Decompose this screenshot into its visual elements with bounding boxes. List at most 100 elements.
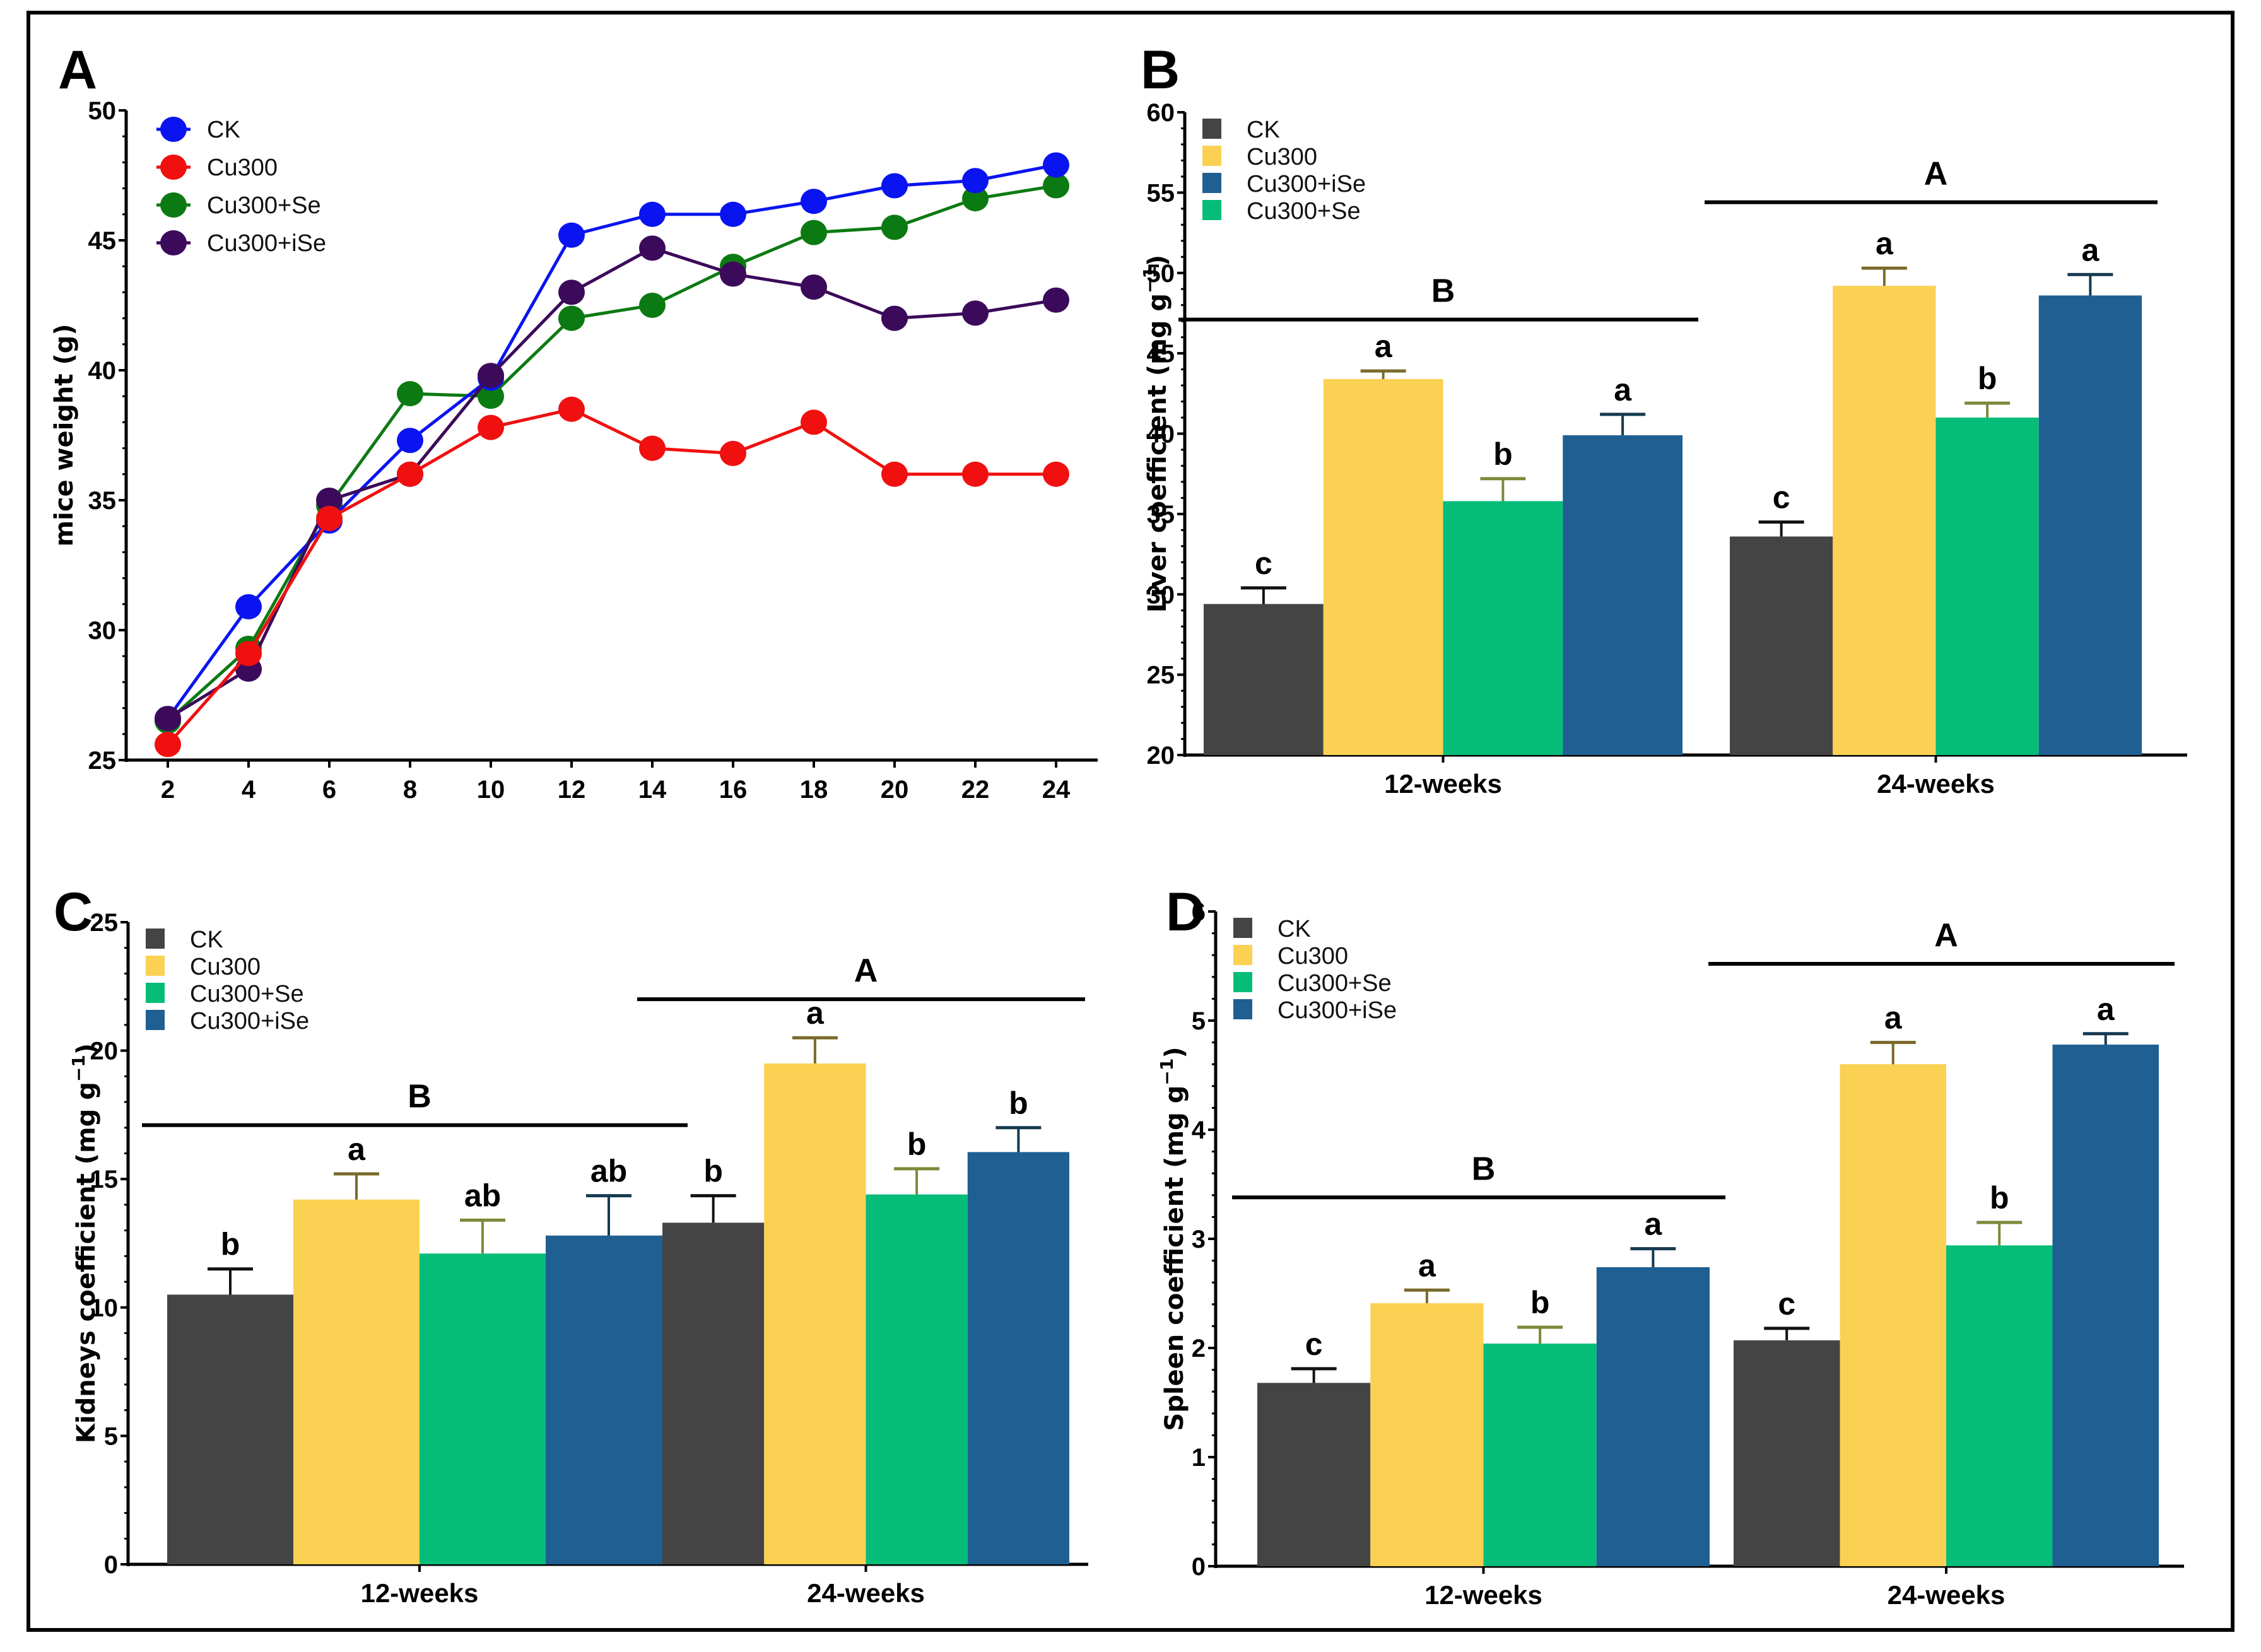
bar (167, 1294, 293, 1564)
series-line (167, 407, 1056, 746)
y-tick-label: 45 (88, 227, 117, 255)
legend-label: Cu300+iSe (207, 230, 326, 257)
y-axis-C: 0 5 10 15 20 25 Kidneys coefficient (mg g−1) (68, 909, 130, 1579)
significance-letter: a (806, 995, 825, 1031)
legend-swatch (1233, 999, 1252, 1019)
data-point (1043, 152, 1069, 178)
legend-label: Cu300+Se (1277, 970, 1392, 997)
significance-letter: b (1990, 1180, 2009, 1216)
significance-letter: b (703, 1154, 723, 1189)
y-tick-label: 45 (1147, 340, 1175, 368)
data-point (558, 305, 585, 331)
group-letter: A (1924, 156, 1948, 192)
significance-letter: a (1375, 329, 1393, 364)
legend-marker (160, 230, 187, 255)
y-axis-title: Spleen coefficient (mg g−1) (1156, 1046, 1189, 1431)
y-axis-D: 0 1 2 3 4 5 6 Spleen coefficient (mg g−1) (1156, 898, 1218, 1581)
x-tick-label: 16 (719, 776, 748, 804)
data-point (881, 214, 908, 240)
y-axis-title-superscript: −1 (1139, 266, 1160, 293)
data-point (801, 189, 827, 214)
bar (1370, 1303, 1484, 1566)
data-point (1043, 173, 1069, 199)
y-axis-title: Liver coefficient (mg g−1) (1139, 255, 1172, 612)
bar (1833, 286, 1936, 755)
series-line (166, 163, 1057, 720)
data-point (881, 173, 908, 199)
significance-letter: c (1778, 1286, 1795, 1321)
significance-letter: b (1009, 1086, 1028, 1121)
legend-marker (160, 192, 187, 218)
significance-letter: a (2081, 232, 2100, 267)
y-tick-label: 25 (1147, 662, 1175, 689)
significance-letter: c (1305, 1327, 1323, 1362)
data-point (720, 261, 746, 287)
y-axis-title: Kidneys coefficient (mg g−1) (68, 1043, 101, 1443)
series-cu300 (155, 396, 1069, 758)
bar (1483, 1344, 1597, 1566)
y-tick-label: 30 (88, 617, 117, 645)
legend-label: Cu300+iSe (1277, 997, 1397, 1024)
data-point (962, 186, 989, 212)
y-axis-title-text: mice weight (g) (50, 324, 79, 546)
y-tick-label: 3 (1192, 1226, 1206, 1253)
significance-letter: a (1884, 1000, 1903, 1036)
legend-A: CK Cu300 Cu300+Se Cu300+iSe (156, 117, 326, 257)
significance-letter: ab (464, 1178, 501, 1213)
bar (866, 1194, 968, 1564)
x-tick-label: 24 (1042, 776, 1071, 804)
data-point (478, 384, 504, 409)
bar (764, 1063, 866, 1564)
significance-letter: c (1255, 546, 1272, 581)
data-point (478, 363, 504, 389)
data-point (962, 461, 989, 487)
legend-label: Cu300 (190, 954, 261, 980)
y-tick-label: 6 (1192, 898, 1206, 926)
data-point (639, 293, 666, 318)
x-axis-C: 12-weeks 24-weeks (127, 1562, 1088, 1608)
bar (1443, 501, 1563, 755)
significance-letter: a (1614, 372, 1632, 407)
series-cu300-ise (155, 235, 1069, 732)
legend-label: Cu300+Se (207, 192, 321, 219)
y-tick-label: 25 (90, 909, 119, 937)
x-tick-label: 22 (961, 776, 990, 804)
legend-swatch (146, 956, 165, 976)
bar (546, 1235, 672, 1564)
bar (1730, 536, 1833, 755)
y-axis-title-text: Liver coefficient (mg g (1143, 293, 1172, 612)
legend-swatch (1202, 146, 1221, 166)
significance-letter: a (2097, 992, 2115, 1027)
legend-label: Cu300 (1277, 943, 1348, 970)
data-point (720, 440, 746, 466)
legend-marker (160, 117, 187, 142)
data-point (801, 220, 827, 245)
y-axis-title-superscript: −1 (1156, 1058, 1177, 1086)
data-point (1043, 461, 1069, 487)
legend-swatch (146, 929, 165, 949)
y-axis-title-superscript: −1 (68, 1055, 89, 1082)
x-tick-label: 2 (161, 776, 175, 804)
bar (1204, 604, 1324, 755)
series-cu300-se (155, 173, 1069, 734)
legend-swatch (1202, 173, 1221, 193)
y-tick-label: 60 (1147, 99, 1175, 127)
data-point (235, 594, 262, 619)
legend-label: CK (1277, 916, 1311, 942)
legend-swatch (1233, 972, 1252, 992)
legend-marker (160, 155, 187, 180)
y-tick-label: 50 (1147, 260, 1175, 288)
group-letter: B (1472, 1151, 1496, 1187)
significance-letter: b (1493, 436, 1513, 472)
bar (1563, 435, 1683, 755)
data-point (639, 235, 666, 261)
significance-letter: b (1978, 361, 1997, 396)
bar (2052, 1045, 2159, 1566)
y-tick-label: 0 (104, 1551, 118, 1579)
x-category-label: 12-weeks (1384, 769, 1502, 799)
group-letter: A (854, 952, 878, 989)
